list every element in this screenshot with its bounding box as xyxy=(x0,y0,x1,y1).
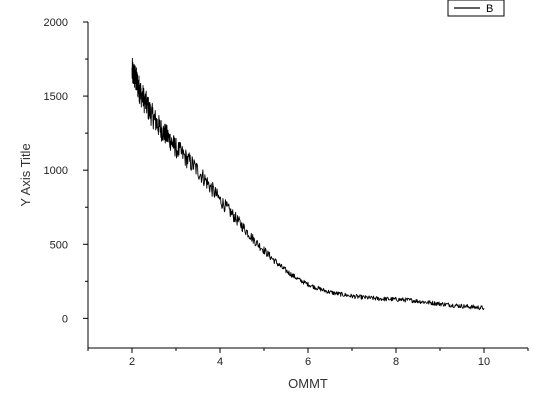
y-tick-label: 500 xyxy=(50,239,68,251)
y-axis-title: Y Axis Title xyxy=(18,143,33,206)
x-tick-label: 6 xyxy=(305,356,311,368)
y-tick-label: 1500 xyxy=(44,91,68,103)
y-tick-label: 2000 xyxy=(44,17,68,29)
legend-label: B xyxy=(486,3,493,15)
series-layer xyxy=(131,57,485,311)
x-tick-label: 8 xyxy=(393,356,399,368)
legend: B xyxy=(447,0,505,17)
axes xyxy=(87,22,528,349)
x-tick-label: 10 xyxy=(478,356,490,368)
x-tick-label: 2 xyxy=(129,356,135,368)
y-tick-label: 1000 xyxy=(44,165,68,177)
y-tick-label: 0 xyxy=(62,313,68,325)
x-axis-title: OMMT xyxy=(288,376,328,391)
ticks: 2 4 6 8 10 0 500 1000 1500 2000 xyxy=(44,17,529,368)
x-tick-label: 4 xyxy=(217,356,223,368)
series-line xyxy=(131,57,485,311)
